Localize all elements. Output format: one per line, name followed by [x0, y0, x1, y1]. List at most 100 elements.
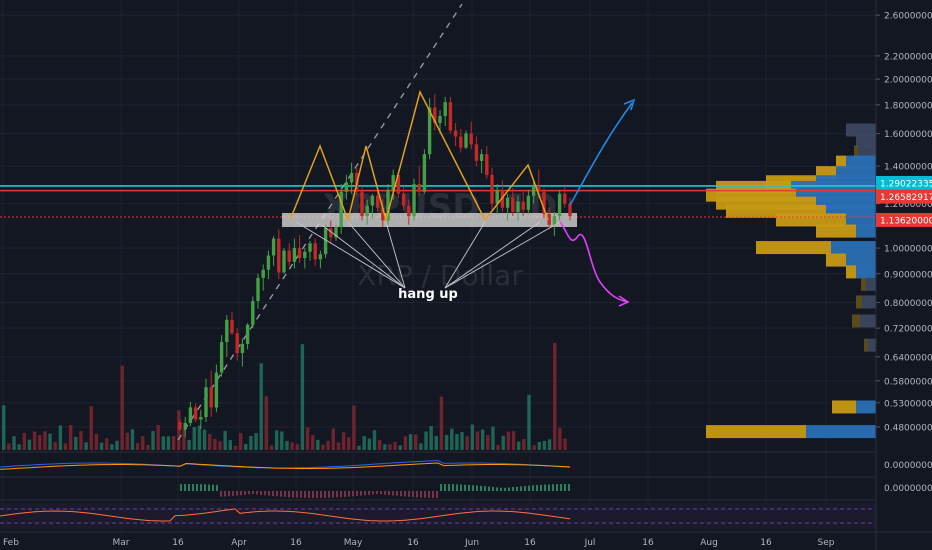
time-axis[interactable]: Feb Mar 16 Apr 16 May 16 Jun 16 Jul 16 Aug 16 Sep — [0, 531, 932, 548]
annotation-arrow — [321, 224, 406, 289]
candle-body — [552, 216, 557, 225]
candle-body — [365, 205, 369, 217]
candle-body — [453, 130, 458, 137]
histogram-bar — [548, 484, 550, 491]
volume-bar — [419, 443, 423, 450]
histogram-bar — [528, 485, 530, 491]
candle-body — [313, 243, 317, 260]
candle-body — [568, 203, 572, 217]
volume-bar — [192, 427, 196, 450]
candle-body — [537, 186, 541, 192]
price-label-text: 1.29022335 — [880, 179, 932, 189]
candle-body — [526, 195, 531, 210]
histogram-bar — [192, 484, 194, 491]
annotation-arrow — [347, 221, 406, 289]
histogram-bar — [340, 491, 342, 498]
histogram-bar — [308, 491, 310, 498]
volume-bar — [470, 424, 475, 450]
histogram-bar — [432, 491, 434, 498]
neckline-zone — [282, 213, 577, 227]
candle-body — [225, 319, 229, 343]
histogram-bar — [500, 487, 502, 491]
histogram-bar — [368, 491, 370, 495]
volume-bar — [223, 430, 227, 450]
volume-bar — [285, 440, 289, 450]
histogram-bar — [376, 491, 378, 495]
histogram-bar — [204, 484, 206, 491]
histogram-bar — [232, 491, 234, 496]
candle-body — [495, 189, 499, 204]
volume-bar — [305, 427, 310, 450]
volume-bar — [17, 444, 21, 450]
histogram-bar — [408, 491, 410, 497]
histogram-bar — [560, 484, 562, 491]
volume-bar — [274, 430, 279, 450]
time-tick-label: 16 — [407, 538, 419, 548]
histogram-bar — [552, 484, 554, 491]
volume-bar — [135, 443, 140, 450]
candle-body — [407, 205, 411, 217]
histogram-bar — [444, 484, 446, 491]
candle-body — [308, 243, 312, 252]
volume-bar — [244, 444, 248, 450]
histogram-bar — [248, 491, 250, 495]
candle-body — [563, 193, 567, 204]
volume-bar — [43, 431, 47, 450]
volume-bar — [94, 433, 99, 450]
candle-body — [277, 238, 281, 273]
volume-bar — [511, 431, 516, 450]
volume-bar — [367, 438, 372, 450]
volume-bar — [331, 428, 335, 450]
volume-bar — [491, 426, 495, 450]
volume-bar — [362, 436, 366, 450]
volume-bar — [414, 434, 418, 450]
histogram-bar — [292, 491, 294, 498]
volume-profile-bar — [862, 295, 876, 309]
price-axis-background — [876, 0, 932, 532]
histogram-bar — [476, 485, 478, 491]
volume-profile-bar — [836, 155, 846, 169]
volume-profile-bar — [860, 314, 876, 328]
volume-bar — [465, 436, 469, 450]
volume-bar — [218, 441, 222, 450]
volume-bar — [156, 424, 160, 450]
volume-bar — [115, 440, 119, 450]
histogram-bar — [324, 491, 326, 498]
histogram-bar — [544, 484, 546, 491]
candle-body — [516, 201, 520, 212]
volume-bar — [311, 435, 315, 450]
candle-body — [474, 144, 479, 161]
volume-bar — [372, 430, 377, 450]
candle-body — [485, 154, 489, 175]
candle-body — [235, 333, 239, 354]
volume-bar — [537, 441, 541, 450]
candle-body — [266, 255, 271, 270]
histogram-bar — [252, 491, 254, 495]
volume-bar — [58, 425, 63, 450]
histogram-bar — [304, 491, 306, 498]
volume-profile-bar — [846, 265, 856, 279]
price-label-text: 1.13620000 — [880, 216, 932, 226]
volume-bar — [53, 442, 57, 450]
histogram-bar — [184, 484, 186, 491]
volume-profile-bar — [756, 241, 831, 255]
volume-bar — [460, 432, 464, 450]
histogram-bar — [236, 491, 238, 496]
price-tick-label: 1.40000000 — [884, 163, 932, 173]
histogram-bar — [464, 484, 466, 491]
volume-bar — [439, 396, 444, 450]
volume-bar — [377, 440, 382, 450]
candle-body — [287, 250, 291, 262]
volume-bar — [326, 440, 330, 450]
candle-body — [521, 201, 525, 210]
histogram-bar — [288, 491, 290, 498]
projection-arrows — [559, 98, 636, 307]
histogram-bar — [336, 491, 338, 498]
volume-profile-bar — [856, 265, 876, 279]
histogram-bar — [220, 491, 222, 497]
